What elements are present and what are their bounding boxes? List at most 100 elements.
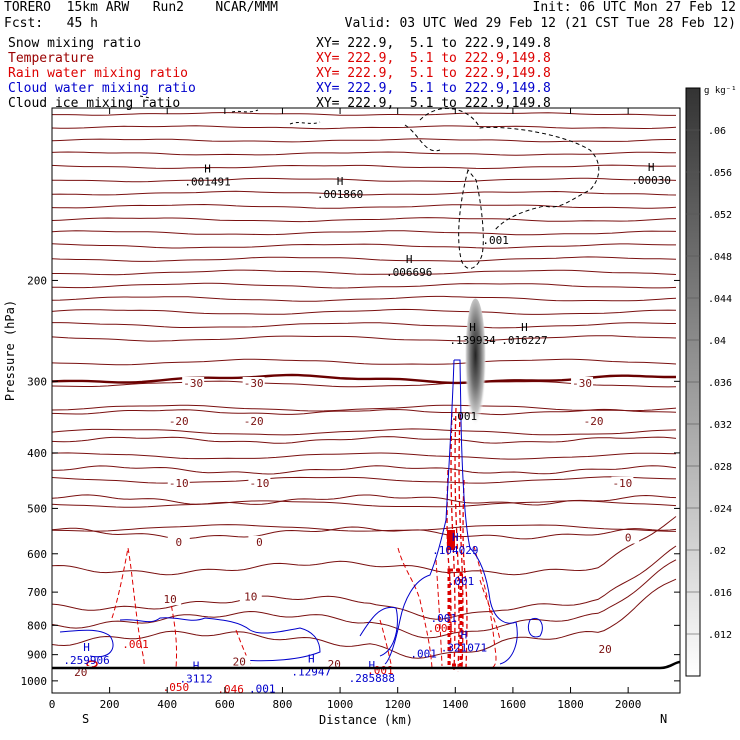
isotherm-line (51, 243, 676, 249)
contour-label: .001 (451, 410, 478, 423)
y-tick-label: 800 (27, 619, 47, 632)
xy-rain: XY= 222.9, 5.1 to 222.9,149.8 (316, 66, 551, 81)
extremum-label: .321071 (441, 641, 487, 654)
x-tick-label: 1200 (384, 698, 411, 711)
header-fcst: Fcst: 45 h (4, 16, 98, 31)
contour-label: .001 (249, 683, 276, 696)
isotherm-line (51, 358, 677, 366)
colorbar-tick-label: .012 (708, 630, 732, 641)
isotherm-label-mask (182, 376, 205, 389)
extremum-label: .3112 (179, 672, 212, 685)
isotherm-label: -20 (244, 415, 264, 428)
isotherm-line (51, 436, 677, 444)
isotherm-line (51, 476, 677, 484)
cloud-water-contour (359, 606, 398, 657)
rain-contour (479, 579, 501, 641)
isotherm-label-mask (617, 531, 640, 544)
rain-contour (379, 619, 393, 669)
isotherm-label-mask (242, 415, 265, 428)
isotherm-label: -10 (169, 477, 189, 490)
contour-label: .001 (410, 648, 437, 661)
isotherm-label-mask (571, 376, 594, 389)
isotherm-line (51, 559, 677, 639)
x-end-label-south: S (82, 712, 89, 726)
isotherm-line (51, 404, 677, 412)
isotherm-label-mask (167, 415, 190, 428)
isotherm-label: 10 (163, 593, 176, 606)
contour-label: .001 (431, 612, 458, 625)
rain-contour (235, 629, 253, 669)
extremum-marker: H (337, 175, 344, 188)
isotherm-line (51, 428, 677, 436)
isotherm-line (51, 524, 677, 532)
rain-contour (473, 545, 497, 669)
y-axis-title: Pressure (hPa) (3, 300, 17, 401)
isotherm-label: -30 (572, 377, 592, 390)
x-tick-label: 1400 (442, 698, 469, 711)
y-tick-label: 900 (27, 649, 47, 662)
x-tick-label: 2000 (615, 698, 642, 711)
isotherm-label: -10 (249, 477, 269, 490)
isotherm-label-mask (159, 593, 182, 606)
x-tick-label: 400 (157, 698, 177, 711)
extremum-label: .006696 (386, 266, 432, 279)
isotherm-line (52, 269, 677, 276)
isotherm-line (51, 526, 677, 540)
isotherm-label: 0 (625, 531, 632, 544)
isotherm-label: -30 (183, 377, 203, 390)
rain-maximum (447, 530, 455, 550)
y-tick-label: 700 (27, 586, 47, 599)
snow-mixing-ratio-core (464, 298, 487, 441)
isotherm-label-mask (167, 476, 190, 489)
isotherm-line (51, 578, 677, 659)
terrain-surface-line (52, 660, 681, 670)
isotherm-label-mask (582, 415, 605, 428)
header-init: Init: 06 UTC Mon 27 Feb 12 (532, 0, 737, 15)
isotherm-line (51, 335, 677, 342)
contour-label: .050 (163, 681, 190, 694)
isotherm-line (51, 164, 676, 170)
y-tick-label: 400 (27, 447, 47, 460)
isotherm-label-mask (239, 590, 262, 603)
isotherm-label-mask (594, 643, 617, 656)
extremum-marker: H (648, 161, 655, 174)
isotherm-line (51, 308, 677, 315)
extremum-marker: H (521, 321, 528, 334)
contour-label: .001 (367, 664, 394, 677)
extremum-marker: H (368, 659, 375, 672)
isotherm-label: 20 (233, 655, 246, 668)
field-rain-label: Rain water mixing ratio (8, 66, 189, 81)
isotherm-line (51, 151, 677, 156)
isotherm-label: -30 (244, 377, 264, 390)
colorbar-tick-label: .052 (708, 210, 732, 221)
isotherm-label-mask (248, 476, 271, 489)
isotherm-line (51, 138, 676, 143)
x-axis-title: Distance (km) (319, 713, 413, 727)
x-tick-label: 600 (215, 698, 235, 711)
colorbar-tick-label: .032 (708, 420, 732, 431)
contour-label: .001 (428, 622, 455, 635)
y-tick-label: 500 (27, 502, 47, 515)
colorbar-unit: g kg⁻¹ (704, 86, 737, 96)
colorbar-tick-label: .044 (708, 294, 732, 305)
contour-label: .001 (448, 575, 475, 588)
y-tick-label: 600 (27, 548, 47, 561)
x-tick-label: 1000 (327, 698, 354, 711)
colorbar-tick-label: .048 (708, 252, 732, 263)
isotherm-line (52, 322, 676, 329)
isotherm-label-mask (248, 535, 271, 548)
cloud-water-contour (119, 617, 321, 662)
colorbar-tick-label: .036 (708, 378, 732, 389)
isotherm-label: 0 (256, 536, 263, 549)
xy-snow: XY= 222.9, 5.1 to 222.9,149.8 (316, 36, 551, 51)
y-tick-label: 200 (27, 274, 47, 287)
isotherm-label-mask (167, 535, 190, 548)
y-tick-label: 300 (27, 375, 47, 388)
cloud-water-contour (527, 618, 543, 638)
colorbar-tick-label: .04 (708, 336, 726, 347)
contour-label: .001 (482, 234, 509, 247)
extremum-label: .001860 (317, 188, 363, 201)
isotherm-line (51, 125, 677, 130)
isotherm-line (51, 190, 677, 196)
